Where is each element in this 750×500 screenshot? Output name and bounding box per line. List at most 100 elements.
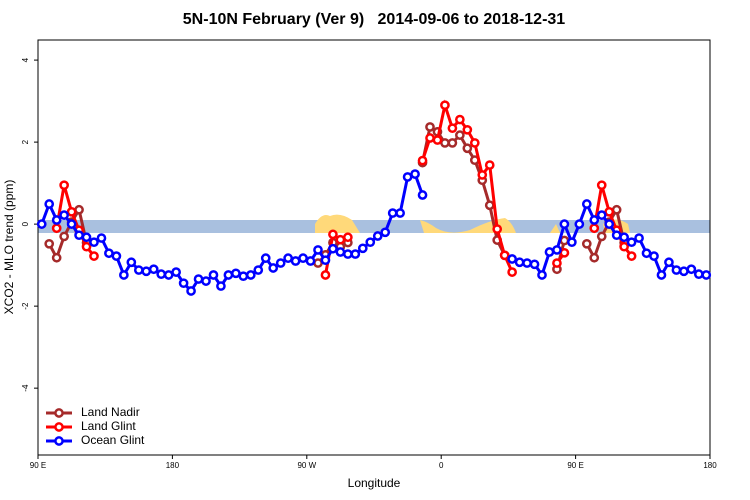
series-point <box>163 270 174 280</box>
y-tick-label: -2 <box>21 302 30 310</box>
series-point <box>417 155 428 166</box>
legend-label: Land Nadir <box>81 405 140 419</box>
series-point <box>664 257 674 268</box>
series-point <box>283 253 293 264</box>
series-point <box>581 199 592 209</box>
legend-marker <box>54 422 64 432</box>
series-point <box>589 215 600 225</box>
series-point <box>343 249 353 259</box>
series-point <box>320 270 331 280</box>
series-point <box>372 231 383 241</box>
series-point <box>186 286 196 296</box>
series-point <box>649 251 659 261</box>
y-tick-label: 4 <box>21 57 30 62</box>
series-point <box>44 238 55 249</box>
series-point <box>66 206 77 217</box>
series-point <box>148 264 159 275</box>
series-point <box>59 210 69 220</box>
series-point <box>559 219 570 229</box>
series-point <box>604 219 615 229</box>
series-point <box>298 253 308 264</box>
series-point <box>522 258 532 268</box>
series-point <box>231 268 241 279</box>
series-point <box>268 263 279 273</box>
series-point <box>395 208 405 218</box>
x-tick-label: 0 <box>439 461 444 470</box>
series-point <box>462 124 473 135</box>
series-point <box>484 160 495 170</box>
series-point <box>552 245 562 255</box>
series-point <box>387 208 398 218</box>
series-point <box>514 257 525 268</box>
plot-frame <box>37 39 711 456</box>
series-point <box>559 247 570 258</box>
series-point <box>81 232 92 243</box>
land-area <box>550 224 560 233</box>
series-point <box>275 258 286 268</box>
series-point <box>611 230 622 241</box>
series-point <box>111 251 122 261</box>
series-point <box>492 224 503 234</box>
series-point <box>380 227 391 238</box>
series-point <box>156 269 167 280</box>
series-point <box>66 219 77 229</box>
series-point <box>440 138 450 148</box>
series-point <box>417 190 428 200</box>
series-point <box>141 266 152 277</box>
series-point <box>619 232 629 243</box>
series-point <box>343 232 353 243</box>
series-point <box>260 253 271 264</box>
x-axis-label: Longitude <box>348 476 401 490</box>
x-tick-label: 180 <box>703 461 717 470</box>
series-point <box>402 172 413 182</box>
series-point <box>59 231 69 242</box>
series-point <box>96 233 107 243</box>
series-point <box>313 245 323 255</box>
series-point <box>455 114 465 125</box>
series-point <box>552 258 562 268</box>
series-point <box>499 250 510 261</box>
series-point <box>223 270 234 280</box>
series-point <box>51 223 62 234</box>
series-point <box>253 265 264 275</box>
series-point <box>89 251 99 261</box>
series-point <box>671 265 682 275</box>
series-point <box>104 248 114 259</box>
series-point <box>589 223 600 234</box>
series-point <box>537 270 547 280</box>
series-point <box>589 252 600 263</box>
series-point <box>596 210 607 220</box>
series-point <box>171 267 181 277</box>
legend-marker <box>54 436 64 446</box>
series-point <box>656 270 667 280</box>
series-point <box>201 276 211 286</box>
series-point <box>604 206 615 217</box>
series-point <box>425 133 435 143</box>
y-tick-label: -4 <box>21 384 30 392</box>
series-point <box>320 255 331 266</box>
series-point <box>133 265 144 275</box>
series-point <box>208 270 219 280</box>
series-point <box>410 169 420 179</box>
x-tick-label: 90 W <box>297 461 316 470</box>
x-tick-label: 180 <box>166 461 180 470</box>
series-point <box>313 258 323 268</box>
series-point <box>74 230 84 241</box>
series-point <box>74 204 84 215</box>
series-point <box>350 249 361 259</box>
series-point <box>126 257 137 268</box>
series-point <box>432 135 443 145</box>
series-point <box>447 123 458 134</box>
series-point <box>305 256 316 266</box>
chart-title: 5N-10N February (Ver 9) 2014-09-06 to 20… <box>183 11 566 28</box>
series-point <box>440 100 450 111</box>
series-point <box>626 251 637 261</box>
series-point <box>81 241 92 252</box>
series-point <box>469 138 480 148</box>
series-point <box>238 271 249 282</box>
series-point <box>679 266 689 277</box>
series-point <box>328 229 338 240</box>
series-point <box>328 243 338 254</box>
series-point <box>529 259 540 270</box>
